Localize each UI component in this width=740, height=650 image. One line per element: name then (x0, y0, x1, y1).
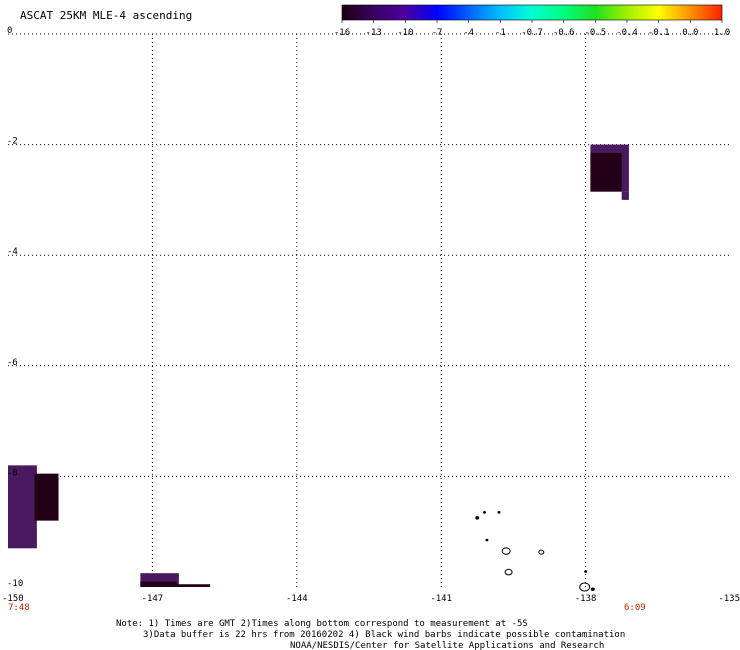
colorbar-gradient (341, 4, 723, 21)
y-tick-label: -2 (7, 137, 18, 147)
colorbar: -16 -13 -10 -7 -4 -1 -0.7 -0.6 -0.5 -0.4 -0.1 0.0 1.… (334, 4, 730, 38)
colorbar-label: -0.1 (648, 28, 670, 38)
colorbar-label: -7 (432, 28, 443, 38)
colorbar-label: -0.7 (521, 28, 543, 38)
colorbar-label: -0.5 (584, 28, 606, 38)
note-line-1: Note: 1) Times are GMT 2)Times along bot… (116, 619, 528, 629)
island-outline (590, 587, 595, 591)
colorbar-label: -0.6 (553, 28, 575, 38)
note-line-2: 3)Data buffer is 22 hrs from 20160202 4)… (143, 630, 625, 640)
colorbar-label: -16 (334, 28, 350, 38)
time-left: 7:48 (8, 603, 30, 613)
plot-title: ASCAT 25KM MLE-4 ascending (20, 9, 192, 22)
island-outline (538, 549, 545, 555)
grid (8, 33, 730, 587)
y-tick-label: -4 (7, 247, 18, 257)
colorbar-label: 0.0 (682, 28, 698, 38)
colorbar-label: 1.0 (714, 28, 730, 38)
x-tick-label: -141 (430, 594, 452, 604)
y-tick-label: 0 (7, 26, 12, 36)
island-outline (504, 568, 513, 576)
island-outline (485, 538, 489, 542)
note-line-3: NOAA/NESDIS/Center for Satellite Applica… (290, 641, 604, 650)
y-tick-label: -6 (7, 358, 18, 368)
data-cell (8, 465, 37, 549)
island-outline (579, 582, 591, 592)
island-outline (475, 516, 480, 520)
island-outline (501, 547, 511, 555)
data-cell (621, 191, 629, 200)
island-outline (497, 511, 501, 514)
colorbar-label: -10 (397, 28, 413, 38)
data-cell (590, 152, 622, 192)
axis-labels: -150 -147 -144 -141 -138 -135 0 -2 -4 -6 -8 -10 (2, 26, 740, 604)
island-outline (483, 511, 487, 514)
data-cell (34, 473, 59, 521)
x-tick-label: -150 (2, 594, 24, 604)
colorbar-label: -13 (366, 28, 382, 38)
colorbar-label: -4 (463, 28, 474, 38)
time-right: 6:09 (624, 603, 646, 613)
data-cells (8, 144, 629, 587)
coastline (475, 511, 595, 592)
island-outline (584, 570, 588, 573)
x-tick-label: -135 (718, 594, 740, 604)
data-cell (140, 581, 177, 587)
data-cell (176, 584, 211, 587)
colorbar-label: -1 (495, 28, 506, 38)
y-tick-label: -10 (7, 579, 23, 589)
colorbar-label: -0.4 (616, 28, 638, 38)
x-tick-label: -144 (286, 594, 308, 604)
x-tick-label: -147 (142, 594, 164, 604)
y-tick-label: -8 (7, 468, 18, 478)
x-tick-label: -138 (575, 594, 597, 604)
